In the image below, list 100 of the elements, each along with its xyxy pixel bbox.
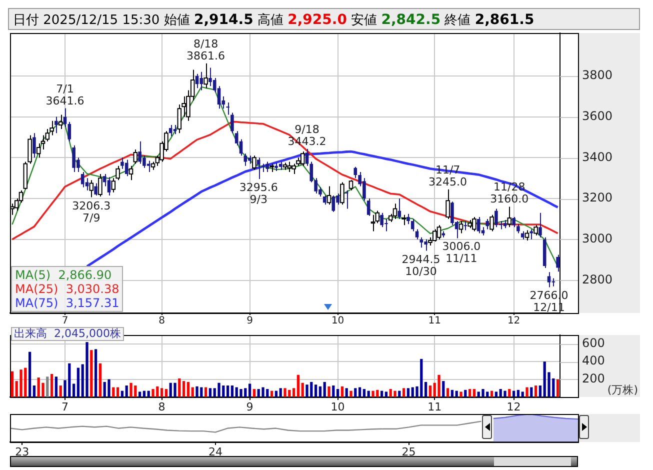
bar [86,342,88,397]
bar [112,387,115,397]
x-tick-label: 12 [507,316,520,327]
candlestick [107,176,111,196]
x-tick-label: 23 [15,445,30,458]
bar [362,389,366,397]
candlestick [124,159,128,177]
bar [54,376,58,397]
bar [284,388,286,397]
bar [530,387,533,397]
bar [108,379,110,397]
candlestick [538,212,542,238]
bar [504,390,506,397]
bar [208,388,212,397]
bar [164,389,168,397]
bar [318,386,322,397]
bar [138,392,142,397]
text: MA(75) 3,157.31 [15,296,120,310]
bar [28,352,32,397]
bar [450,390,454,397]
bar [230,385,234,397]
bar [402,388,406,397]
x-tick-label: 25 [402,445,416,458]
bar [464,390,467,397]
candlestick [366,198,370,216]
y-tick-label: 3800 [582,68,613,82]
candlestick [94,182,98,196]
x-tick-label: 9 [246,316,253,327]
bar [323,382,326,397]
candlestick [80,171,84,188]
bar [252,389,256,397]
bar [125,385,128,397]
bar [380,390,384,397]
candlestick [547,272,551,288]
bar [538,385,542,397]
bar [32,385,36,397]
bar [508,389,511,397]
x-tick-label: 10 [331,316,344,327]
x-tick-label: 11 [428,316,441,327]
x-tick-label: 24 [208,445,222,458]
bar [350,390,352,397]
candlestick [266,161,270,172]
bar [301,382,304,397]
bar [130,382,132,397]
bar [152,389,154,397]
bar [226,385,230,397]
bar [218,382,220,397]
bar [178,378,181,397]
bar [296,374,300,397]
candlestick [406,213,410,225]
bar [490,390,494,397]
x-tick-label: 7 [62,316,68,327]
candlestick [256,157,260,180]
text: MA(5) 2,866.90 [15,268,113,282]
bar [482,389,484,397]
bar [50,374,54,397]
bar [367,390,370,397]
bar [160,388,164,397]
bar [147,390,150,397]
candlestick [32,132,36,158]
bar [336,389,340,397]
bar [424,382,428,397]
x-tick-label: 8 [158,400,166,414]
y-tick-label: 3400 [582,150,613,164]
candlestick [410,218,414,232]
x-tick-label: 11 [428,400,442,414]
bar [428,385,432,397]
annotation: 3006.0 11/11 [442,240,481,266]
bar [262,387,264,397]
bar [455,390,458,397]
bar [90,350,93,397]
bar [516,390,520,397]
annotation: 2944.5 10/30 [402,252,440,278]
bar [446,388,450,397]
chart-title: 出来高 2,045,000株 [11,327,124,341]
bar [279,388,282,397]
bar [328,386,330,397]
candlestick [556,254,560,272]
bar [120,390,124,397]
bar [442,381,445,397]
y-axis-title: (万株) [607,383,638,396]
candlestick [244,153,248,166]
bar [354,388,357,397]
bar [438,374,440,397]
y-tick-label: 3600 [582,108,613,123]
x-tick-label: 9 [246,400,254,414]
bar [270,390,274,397]
candlestick [530,228,534,240]
bar [10,371,14,397]
bar [521,392,524,397]
bar [468,389,472,397]
x-tick-label: 10 [330,400,345,414]
annotation: 3295.6 9/3 [239,181,278,206]
bar [274,390,278,397]
bar [196,386,198,397]
bar [384,392,388,397]
bar [72,384,76,397]
bar [406,388,410,397]
bar [332,385,335,397]
candlestick [476,216,480,234]
